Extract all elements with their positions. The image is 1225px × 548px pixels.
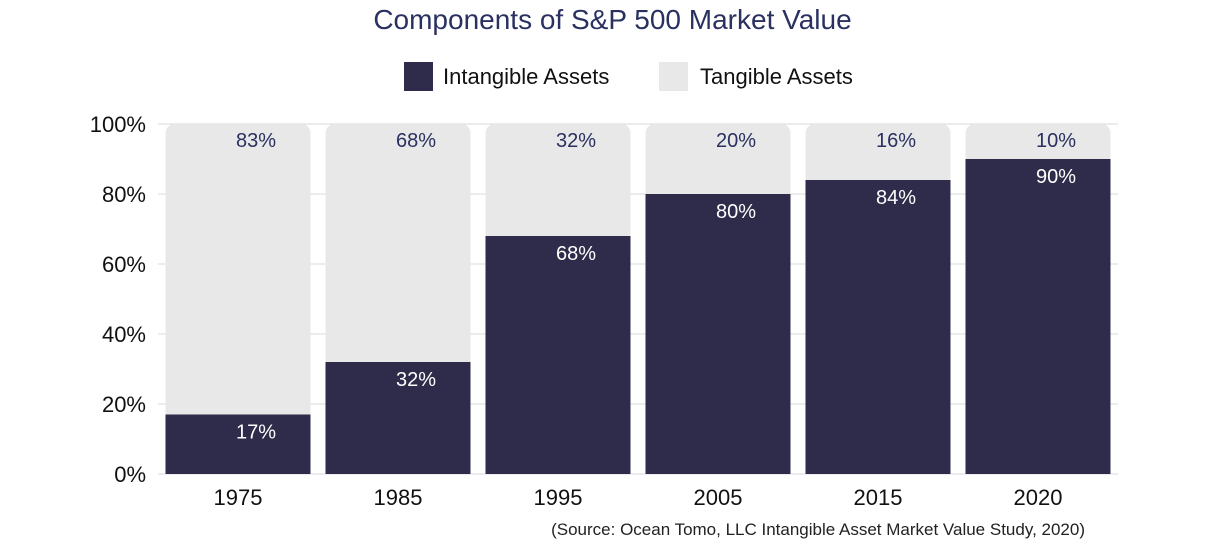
y-tick-label: 40% xyxy=(102,322,146,347)
bar-intangible xyxy=(805,180,951,474)
data-label-tangible: 32% xyxy=(556,130,596,152)
legend-label: Intangible Assets xyxy=(443,64,609,89)
data-label-tangible: 68% xyxy=(396,130,436,152)
x-tick-label: 2005 xyxy=(694,485,743,510)
data-label-intangible: 17% xyxy=(236,422,276,444)
data-label-intangible: 32% xyxy=(396,369,436,391)
data-label-tangible: 10% xyxy=(1036,130,1076,152)
legend-swatch xyxy=(404,62,433,91)
y-tick-label: 100% xyxy=(90,112,146,137)
data-label-tangible: 83% xyxy=(236,130,276,152)
legend-label: Tangible Assets xyxy=(700,64,853,89)
x-tick-label: 2015 xyxy=(854,485,903,510)
bar-tangible xyxy=(165,124,311,474)
bar-intangible xyxy=(965,159,1111,474)
source-note: (Source: Ocean Tomo, LLC Intangible Asse… xyxy=(551,520,1085,539)
data-label-intangible: 84% xyxy=(876,187,916,209)
chart-title: Components of S&P 500 Market Value xyxy=(373,4,852,35)
data-label-tangible: 20% xyxy=(716,130,756,152)
data-label-intangible: 80% xyxy=(716,201,756,223)
bar-intangible xyxy=(645,194,791,474)
y-tick-label: 20% xyxy=(102,392,146,417)
x-tick-label: 1995 xyxy=(534,485,583,510)
y-tick-label: 60% xyxy=(102,252,146,277)
data-label-intangible: 90% xyxy=(1036,166,1076,188)
x-tick-label: 1975 xyxy=(214,485,263,510)
y-tick-label: 80% xyxy=(102,182,146,207)
y-tick-label: 0% xyxy=(114,462,146,487)
x-tick-label: 2020 xyxy=(1014,485,1063,510)
bar-intangible xyxy=(325,362,471,474)
bar-intangible xyxy=(485,236,631,474)
bar-intangible xyxy=(165,414,311,474)
data-label-tangible: 16% xyxy=(876,130,916,152)
data-label-intangible: 68% xyxy=(556,243,596,265)
legend-swatch xyxy=(659,62,688,91)
x-tick-label: 1985 xyxy=(374,485,423,510)
